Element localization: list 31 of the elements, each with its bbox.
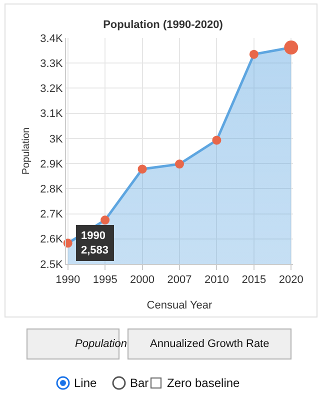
point xyxy=(175,160,184,169)
y-tick-label: 3K xyxy=(49,133,64,146)
y-tick-label: 2.7K xyxy=(40,208,64,221)
chart-title: Population (1990-2020) xyxy=(103,18,224,31)
point xyxy=(138,164,147,174)
text: Population xyxy=(75,338,127,350)
y-axis-title: Population xyxy=(21,127,32,175)
text: Annualized Growth Rate xyxy=(150,338,270,350)
x-tick-label: 2000 xyxy=(130,274,155,286)
x-tick-label: 1990 xyxy=(56,274,80,286)
point xyxy=(249,50,258,59)
point xyxy=(100,216,110,225)
y-tick-label: 3.2K xyxy=(40,83,64,96)
y-tick-label: 2.9K xyxy=(40,158,64,170)
x-tick-label: 2010 xyxy=(204,274,229,286)
y-tick-label: 3.3K xyxy=(40,58,64,70)
y-tick-label: 2.6K xyxy=(40,234,64,246)
text: Zero baseline xyxy=(167,376,240,390)
x-tick-label: 2015 xyxy=(242,274,266,286)
x-tick-label: 2020 xyxy=(278,274,304,286)
y-tick-label: 2.5K xyxy=(40,258,64,271)
x-tick-label: 1995 xyxy=(92,274,118,286)
text: Line xyxy=(74,376,98,390)
y-tick-label: 2.8K xyxy=(40,184,64,196)
x-tick-label: 2007 xyxy=(167,274,192,286)
y-tick-label: 3.1K xyxy=(40,108,64,120)
y-tick-label: 3.4K xyxy=(40,32,64,45)
point xyxy=(212,136,222,145)
annotation: 1990 2,583 xyxy=(81,230,109,256)
x-axis-title: Censual Year xyxy=(146,299,213,312)
text: Bar xyxy=(130,376,149,390)
